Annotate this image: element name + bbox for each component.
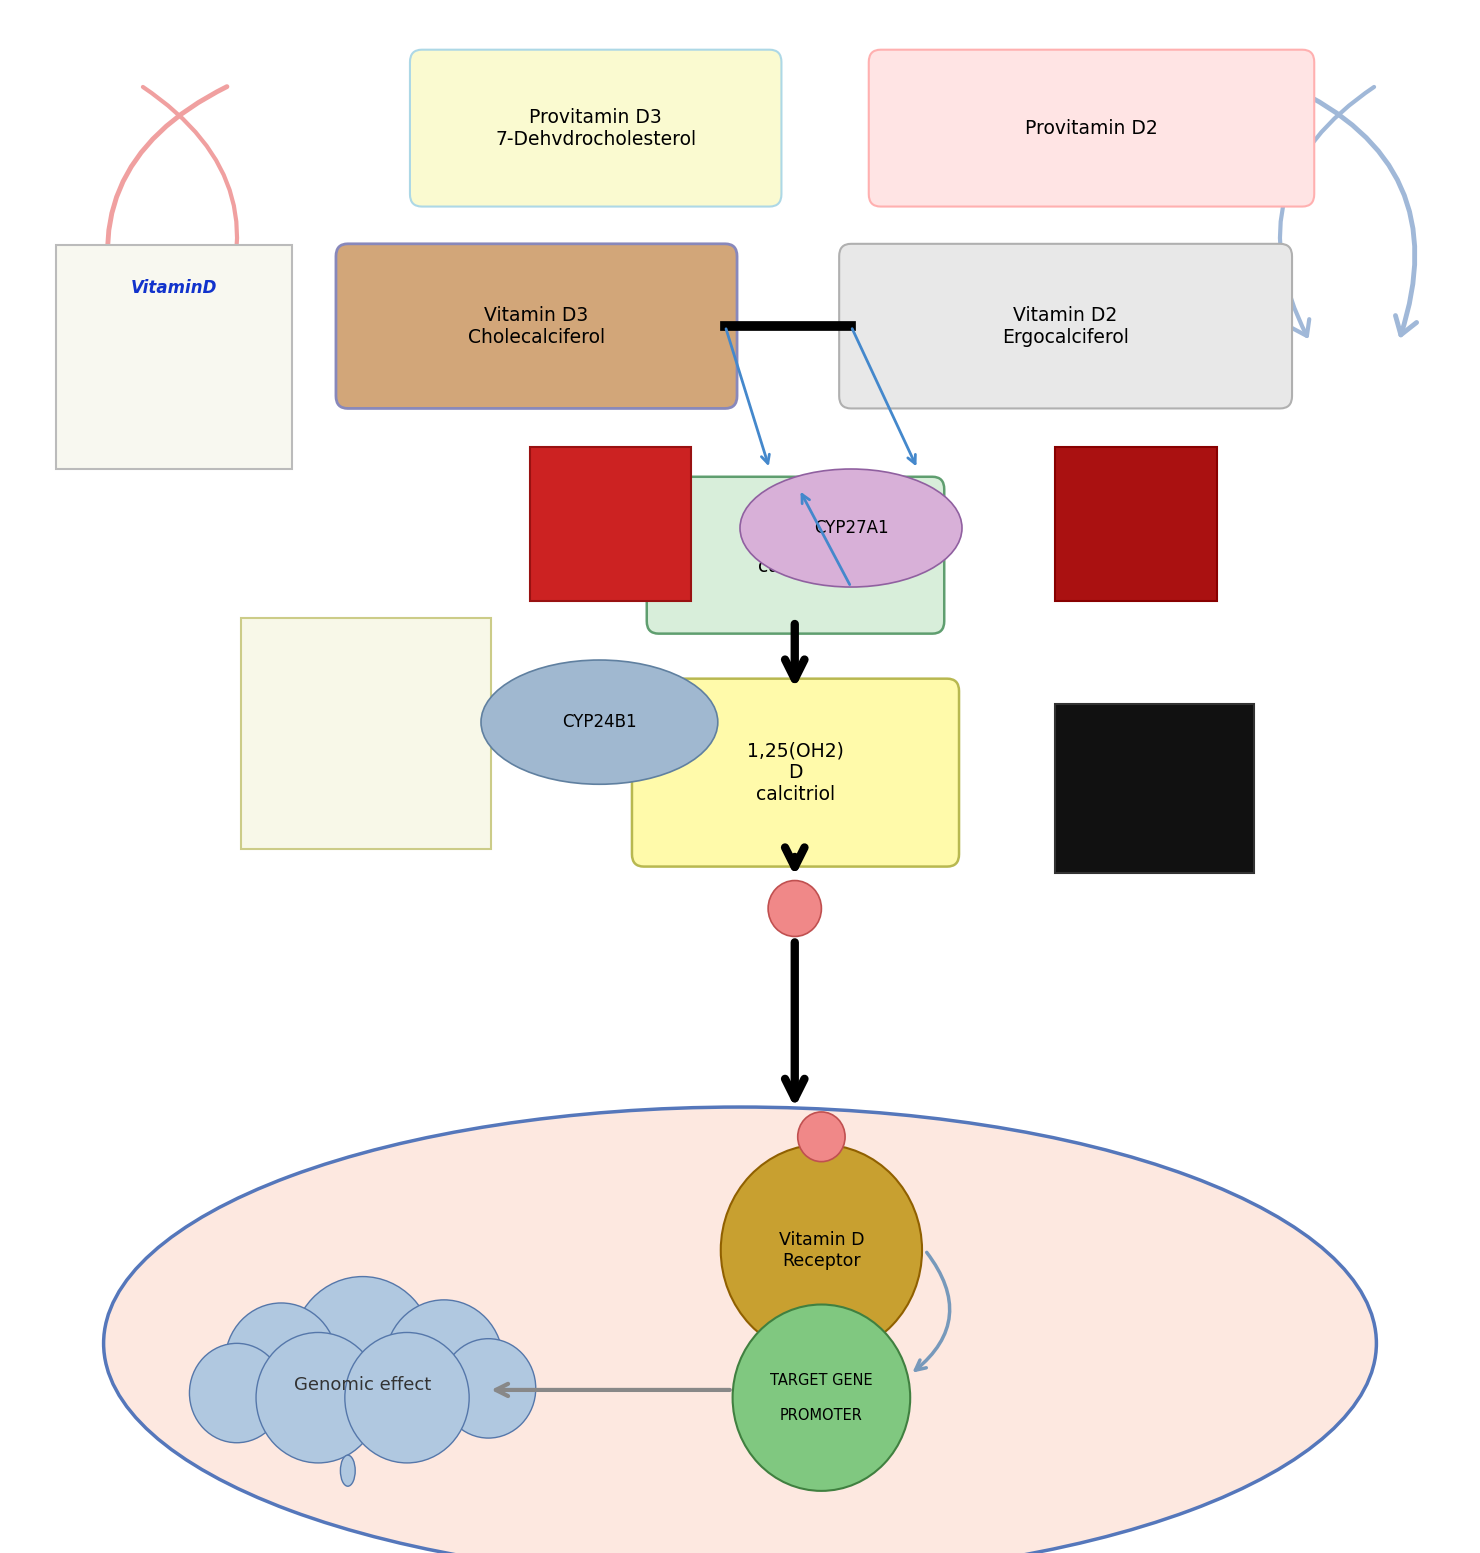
Text: Vitamin D2
Ergocalciferol: Vitamin D2 Ergocalciferol [1002,306,1129,346]
FancyArrowPatch shape [144,87,237,335]
FancyArrowPatch shape [1280,87,1373,335]
Circle shape [798,1112,845,1162]
Text: 1,25(OH2)
D
calcitriol: 1,25(OH2) D calcitriol [747,741,844,804]
FancyBboxPatch shape [56,245,292,469]
Circle shape [733,1305,910,1491]
Circle shape [721,1145,922,1356]
Circle shape [385,1300,503,1424]
FancyBboxPatch shape [647,477,944,634]
FancyBboxPatch shape [632,679,959,867]
Circle shape [189,1343,284,1443]
FancyArrowPatch shape [1291,87,1416,335]
FancyBboxPatch shape [410,50,781,207]
FancyBboxPatch shape [869,50,1314,207]
FancyBboxPatch shape [1055,704,1254,873]
Text: CYP27A1: CYP27A1 [814,519,888,537]
Ellipse shape [340,1455,355,1486]
Text: Vitamin D
Receptor: Vitamin D Receptor [778,1232,864,1269]
Circle shape [768,881,821,936]
Circle shape [256,1332,380,1463]
Ellipse shape [740,469,962,587]
Ellipse shape [481,660,718,784]
FancyBboxPatch shape [241,618,491,849]
Ellipse shape [104,1107,1376,1553]
FancyBboxPatch shape [1055,447,1217,601]
Text: Provitamin D3
7-Dehvdrocholesterol: Provitamin D3 7-Dehvdrocholesterol [496,107,696,149]
FancyBboxPatch shape [336,244,737,408]
FancyBboxPatch shape [530,447,691,601]
Text: Genomic effect: Genomic effect [295,1376,431,1395]
Text: TARGET GENE

PROMOTER: TARGET GENE PROMOTER [770,1373,873,1423]
Text: CYP24B1: CYP24B1 [562,713,636,731]
Text: 25(OH)2D
calcidiol: 25(OH)2D calcidiol [749,534,842,576]
Text: Vitamin D3
Cholecalciferol: Vitamin D3 Cholecalciferol [468,306,605,346]
Circle shape [225,1303,337,1421]
Circle shape [292,1277,434,1426]
Text: VitaminD: VitaminD [130,278,218,297]
FancyArrowPatch shape [108,87,226,335]
Circle shape [345,1332,469,1463]
Ellipse shape [222,1334,503,1435]
FancyBboxPatch shape [839,244,1292,408]
Text: Provitamin D2: Provitamin D2 [1026,118,1157,138]
Circle shape [441,1339,536,1438]
